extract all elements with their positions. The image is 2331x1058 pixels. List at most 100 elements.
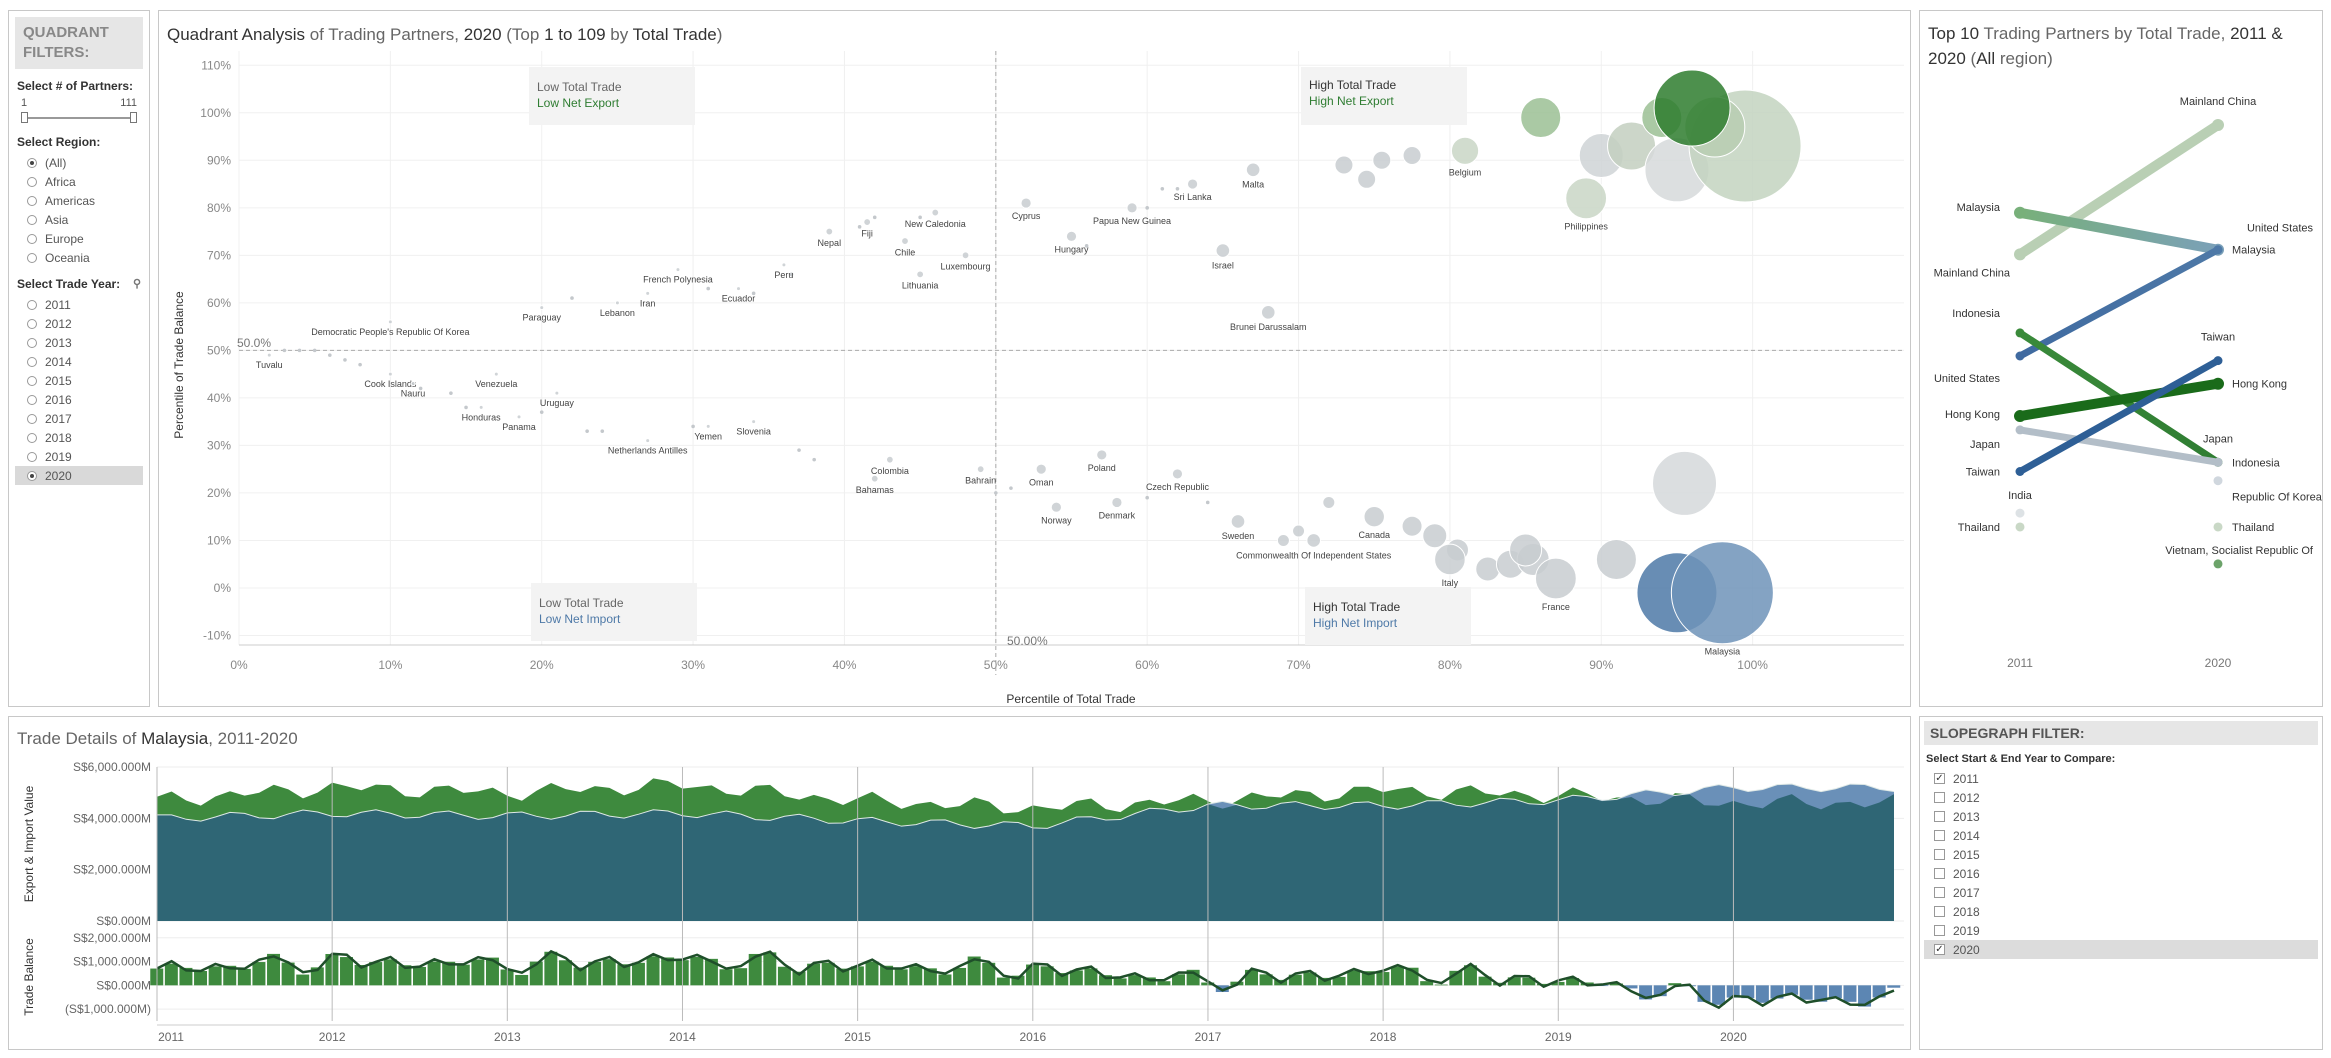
partner-dot[interactable] [1145, 206, 1149, 210]
trade-balance-bar[interactable] [1040, 966, 1054, 986]
trade-balance-bar[interactable] [485, 957, 499, 986]
partner-dot[interactable] [570, 296, 574, 300]
point-poland[interactable] [1096, 449, 1108, 461]
partner-dot[interactable] [328, 353, 332, 357]
partner-bubble[interactable] [1652, 450, 1718, 516]
trade-balance-bar[interactable] [515, 974, 529, 986]
trade-balance-bar[interactable] [763, 952, 777, 986]
slopegraph-chart[interactable]: Mainland China Mainland China Malaysia Mala… [1920, 77, 2322, 697]
trade-balance-bar[interactable] [719, 969, 733, 986]
slope-line-united-states[interactable] [2016, 246, 2222, 360]
checkbox-icon[interactable] [1934, 792, 1945, 803]
trade-balance-bar[interactable] [792, 971, 806, 986]
point-philippines[interactable] [1565, 177, 1608, 220]
year-option-2017[interactable]: 2017 [15, 409, 143, 428]
radio-icon[interactable] [27, 337, 37, 348]
slope-start-point[interactable] [2015, 425, 2025, 435]
partner-dot[interactable] [872, 215, 877, 220]
region-option-europe[interactable]: Europe [15, 229, 143, 248]
radio-icon[interactable] [27, 176, 37, 187]
point-norway[interactable] [1050, 501, 1062, 513]
trade-balance-bar[interactable] [1828, 985, 1842, 999]
slope-end-point[interactable] [2212, 119, 2224, 131]
trade-balance-bar[interactable] [413, 966, 426, 986]
checkbox-icon[interactable] [1934, 868, 1945, 879]
trade-balance-bar[interactable] [1347, 970, 1361, 986]
slope-start-point[interactable] [2015, 467, 2025, 476]
point-malta[interactable] [1245, 162, 1261, 178]
point-french-polynesia[interactable] [675, 267, 681, 273]
trade-balance-bar[interactable] [1420, 981, 1434, 986]
trade-balance-bar[interactable] [252, 962, 266, 986]
point-nepal[interactable] [825, 227, 834, 236]
partner-bubble[interactable] [1653, 69, 1731, 147]
trade-balance-bar[interactable] [982, 962, 996, 986]
trade-balance-bar[interactable] [807, 963, 821, 986]
radio-icon[interactable] [27, 195, 37, 206]
trade-balance-bar[interactable] [967, 956, 981, 986]
partner-bubble[interactable] [1520, 97, 1562, 139]
trade-balance-bar[interactable] [369, 962, 383, 986]
slope-year-option-2012[interactable]: 2012 [1924, 788, 2318, 807]
checkbox-icon[interactable] [1934, 830, 1945, 841]
partner-dot[interactable] [312, 348, 317, 353]
trade-balance-bar[interactable] [237, 968, 251, 986]
partner-dot[interactable] [751, 291, 756, 296]
trade-balance-bar[interactable] [646, 956, 660, 986]
point-italy[interactable] [1434, 543, 1466, 576]
point-uruguay[interactable] [554, 390, 560, 396]
quadrant-scatter-chart[interactable]: 0% 10% 20% 30% 40% 50% 60% 70% 80% 90% 100% -10% 0% 1… [159, 45, 1910, 705]
trade-balance-bar[interactable] [442, 961, 456, 986]
slope-line-malaysia[interactable] [2015, 207, 2223, 255]
slope-start-point[interactable] [2015, 328, 2025, 338]
partner-dot[interactable] [1009, 486, 1013, 490]
trade-details-chart[interactable]: S$6,000.000M S$4,000.000M S$2,000.000M S$0.… [9, 753, 1910, 1049]
partner-dot[interactable] [1205, 500, 1210, 505]
slope-year-option-2016[interactable]: 2016 [1924, 864, 2318, 883]
search-icon[interactable]: ⚲ [132, 278, 141, 290]
point-denmark[interactable] [1111, 496, 1123, 509]
point-ecuador[interactable] [736, 286, 741, 292]
radio-icon[interactable] [27, 252, 37, 263]
trade-balance-bar[interactable] [836, 968, 850, 986]
partner-bubble[interactable] [1292, 524, 1306, 538]
trade-balance-bar[interactable] [354, 965, 368, 986]
point-lebanon[interactable] [614, 300, 620, 306]
slope-year-option-2015[interactable]: 2015 [1924, 845, 2318, 864]
trade-balance-bar[interactable] [544, 951, 558, 986]
partner-dot[interactable] [797, 448, 801, 452]
year-option-2020[interactable]: 2020 [15, 466, 143, 485]
partner-dot[interactable] [449, 391, 453, 395]
trade-balance-bar[interactable] [1157, 981, 1171, 986]
slope-start-point[interactable] [2014, 206, 2026, 219]
partner-dot[interactable] [994, 491, 998, 495]
trade-balance-bar[interactable] [894, 969, 908, 986]
partner-dot[interactable] [1084, 244, 1089, 248]
point-democratic-people-s-republic-of-korea[interactable] [387, 319, 393, 325]
trade-balance-bar[interactable] [1128, 975, 1142, 986]
trade-balance-bar[interactable] [1741, 985, 1755, 999]
trade-balance-bar[interactable] [1858, 985, 1872, 1007]
trade-balance-bar[interactable] [1507, 977, 1521, 986]
trade-balance-bar[interactable] [267, 953, 281, 986]
partner-dot[interactable] [1145, 495, 1149, 500]
checkbox-icon[interactable] [1934, 925, 1945, 936]
trade-balance-bar[interactable] [1390, 966, 1404, 986]
point-honduras[interactable] [478, 404, 484, 410]
trade-balance-bar[interactable] [880, 965, 894, 986]
region-option-africa[interactable]: Africa [15, 172, 143, 191]
slope-start-point[interactable] [2014, 410, 2026, 423]
slider-handle-left[interactable] [21, 112, 28, 123]
region-option-all[interactable]: (All) [15, 153, 143, 172]
trade-balance-bar[interactable] [558, 960, 572, 986]
trade-balance-bar[interactable] [208, 966, 222, 986]
partner-bubble[interactable] [1475, 556, 1501, 582]
checkbox-icon[interactable] [1934, 906, 1945, 917]
radio-icon[interactable] [27, 233, 37, 244]
radio-icon[interactable] [27, 157, 37, 168]
trade-balance-bar[interactable] [953, 967, 967, 986]
point-yemen[interactable] [705, 423, 711, 429]
radio-icon[interactable] [27, 375, 37, 386]
checkbox-checked-icon[interactable]: ✓ [1934, 944, 1945, 955]
radio-icon[interactable] [27, 394, 37, 405]
